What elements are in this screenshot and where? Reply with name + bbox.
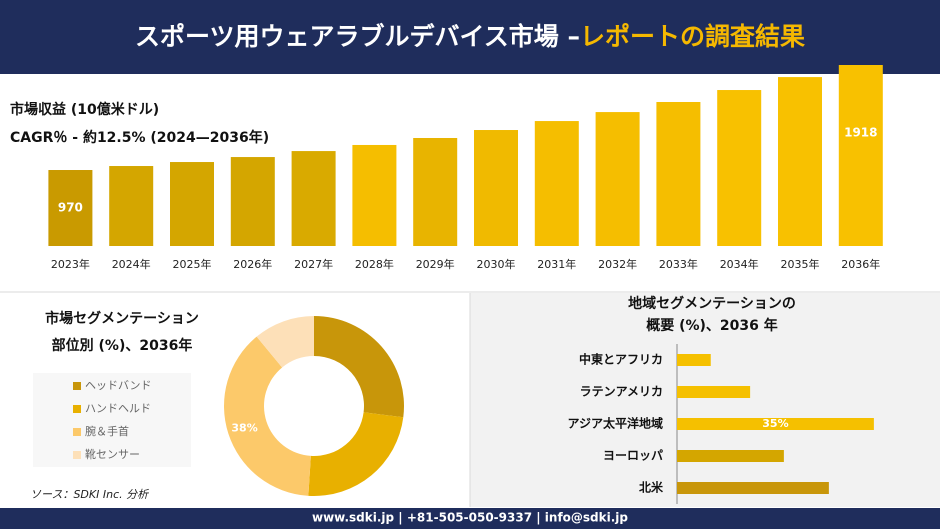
x-tick-label: 2027年: [294, 257, 333, 271]
legend-label: 腕＆手首: [85, 424, 129, 438]
donut-segment: [256, 316, 314, 368]
bar: [838, 65, 883, 246]
y-tick-label: 北米: [639, 480, 664, 495]
x-tick-label: 2025年: [173, 257, 212, 271]
x-tick-label: 2023年: [51, 257, 90, 271]
bar: [534, 121, 579, 246]
data-label: 970: [58, 201, 83, 215]
legend-swatch: [73, 428, 81, 436]
chart-subtitle: CAGR％ - 約12.5% (2024—2036年): [10, 129, 269, 146]
chart-subtitle: 部位別 (%)、2036年: [52, 337, 193, 354]
y-tick-label: アジア太平洋地域: [567, 416, 663, 431]
x-tick-label: 2032年: [598, 257, 637, 271]
bar: [778, 77, 822, 247]
x-tick-label: 2029年: [416, 257, 455, 271]
data-label: 38%: [231, 422, 257, 435]
bar: [48, 170, 93, 246]
bar: [677, 482, 829, 494]
x-tick-label: 2024年: [112, 257, 151, 271]
bar: [677, 418, 874, 430]
y-tick-label: ヨーロッパ: [603, 449, 663, 463]
header-title: スポーツ用ウェアラブルデバイス市場 –レポートの調査結果: [135, 22, 805, 51]
chart-title: 市場収益 (10億米ドル): [10, 101, 159, 118]
bar: [413, 137, 458, 246]
x-tick-label: 2035年: [781, 257, 820, 271]
header-title-main: スポーツ用ウェアラブルデバイス市場 –: [135, 22, 580, 51]
bar: [677, 386, 751, 398]
legend-swatch: [73, 382, 81, 390]
footer-contact: www.sdki.jp | +81-505-050-9337 | info@sd…: [312, 511, 628, 525]
data-label: 1918: [844, 126, 877, 140]
bar: [230, 157, 275, 246]
source-note: ソース：SDKI Inc. 分析: [30, 488, 150, 501]
chart-subtitle: 概要 (%)、2036 年: [646, 317, 778, 334]
legend-label: ヘッドバンド: [85, 379, 152, 392]
legend-box: [33, 373, 191, 467]
header-title-highlight: レポートの調査結果: [580, 22, 805, 51]
x-tick-label: 2036年: [841, 257, 880, 271]
chart-title: 地域セグメンテーションの: [628, 295, 796, 312]
legend-swatch: [73, 451, 81, 459]
x-tick-label: 2028年: [355, 257, 394, 271]
bar: [474, 130, 518, 246]
legend-label: 靴センサー: [85, 447, 140, 461]
bar: [595, 112, 640, 246]
header-band: [0, 0, 940, 74]
bar: [656, 101, 701, 246]
x-tick-label: 2033年: [659, 257, 698, 271]
bar: [291, 151, 336, 246]
y-tick-label: ラテンアメリカ: [580, 385, 663, 399]
bar: [352, 144, 397, 246]
right-panel: [470, 293, 940, 507]
donut-segment: [308, 412, 404, 497]
chart-title: 市場セグメンテーション: [45, 310, 199, 327]
data-label: 35%: [762, 417, 788, 430]
y-tick-label: 中東とアフリカ: [579, 352, 663, 367]
footer-band: [0, 508, 940, 529]
donut-segment: [314, 316, 405, 418]
legend-swatch: [73, 405, 81, 413]
bar: [677, 354, 711, 366]
x-tick-label: 2034年: [720, 257, 759, 271]
bar: [170, 162, 214, 246]
donut-segment: [223, 336, 311, 496]
bar: [109, 166, 154, 246]
x-tick-label: 2031年: [537, 257, 576, 271]
x-tick-label: 2030年: [477, 257, 516, 271]
bar: [717, 90, 762, 246]
bar: [677, 450, 784, 462]
legend-label: ハンドヘルド: [85, 402, 151, 415]
x-tick-label: 2026年: [233, 257, 272, 271]
